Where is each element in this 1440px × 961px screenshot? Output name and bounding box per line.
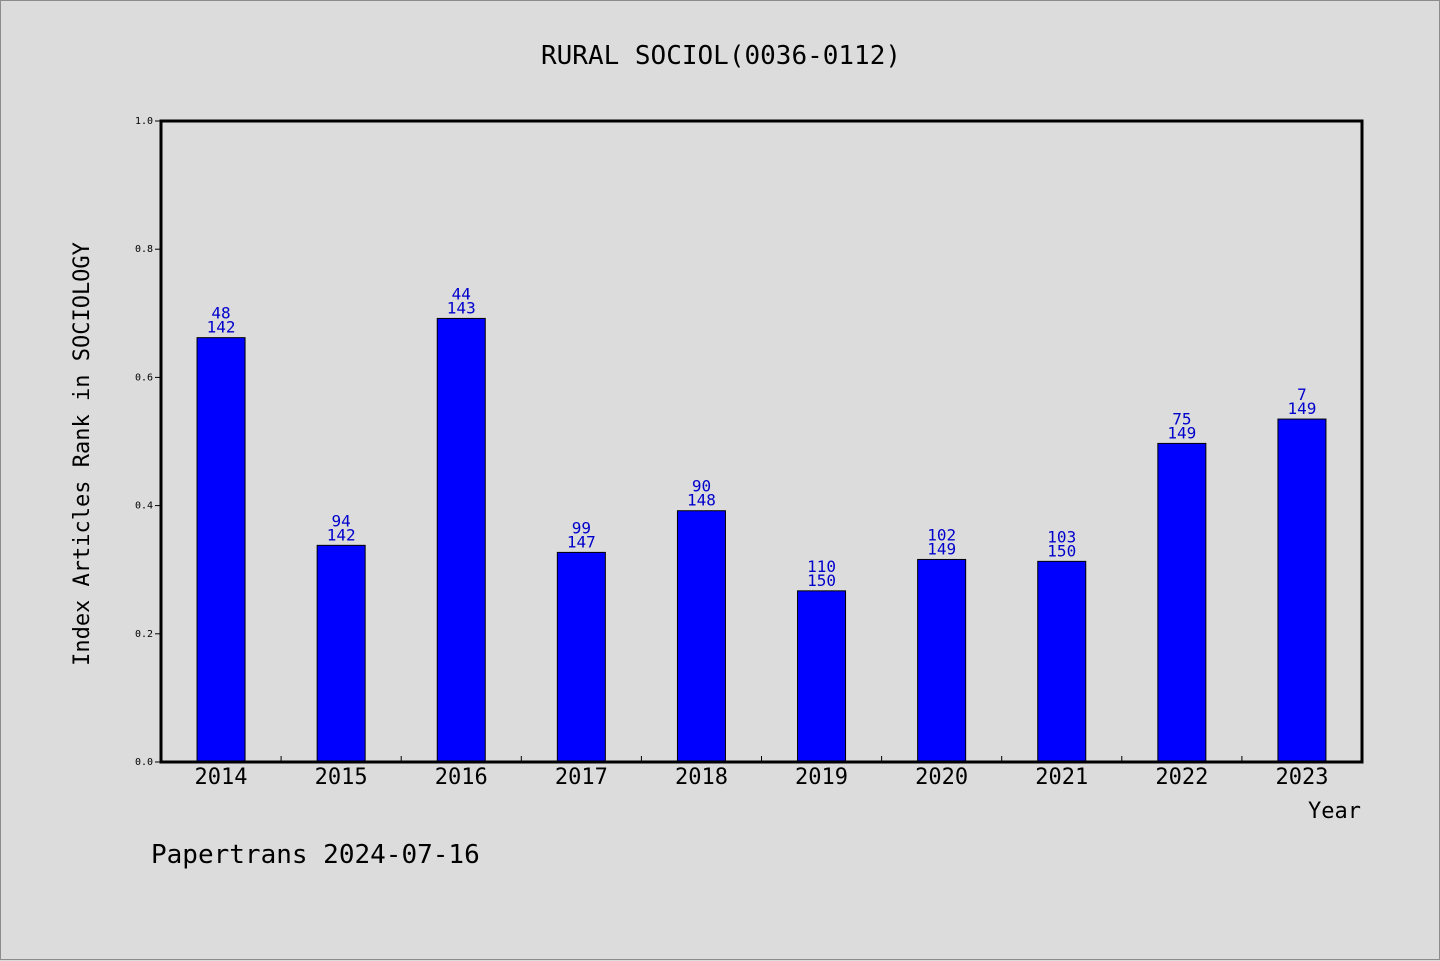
bar-rank-label: 44 [452, 284, 471, 303]
bar-labels: 4814294142441439914790148110150102149103… [207, 284, 1317, 589]
x-tick-label: 2014 [195, 765, 248, 790]
x-tick-label: 2022 [1155, 765, 1208, 790]
y-tick-label: 0.0 [135, 757, 153, 768]
bar-total-label: 148 [687, 491, 716, 510]
plot-area-border [159, 119, 1364, 764]
x-tick-label: 2020 [915, 765, 968, 790]
x-tick-label: 2019 [795, 765, 848, 790]
x-tick-label: 2017 [555, 765, 608, 790]
bar-rank-label: 90 [692, 477, 711, 496]
bar-total-label: 142 [327, 525, 356, 544]
x-axis-ticks: 2014 2015 2016 2017 2018 2019 2020 2021 2022 2023 [195, 756, 1328, 790]
bars [196, 317, 1327, 763]
bar-total-label: 150 [807, 571, 836, 590]
bar-2021 [1037, 560, 1087, 763]
bar-total-label: 149 [1287, 399, 1316, 418]
bar-rank-label: 48 [211, 304, 230, 323]
chart-title: RURAL SOCIOL(0036-0112) [541, 41, 901, 71]
bar-2017 [556, 551, 606, 763]
bar-2014 [196, 337, 246, 763]
footer-watermark: Papertrans 2024-07-16 [151, 840, 480, 870]
bar-rank-label: 94 [332, 511, 351, 530]
bar-total-label: 149 [927, 539, 956, 558]
bar-rank-label: 110 [807, 557, 836, 576]
bar-2015 [316, 544, 366, 763]
bar-rank-label: 102 [927, 525, 956, 544]
bar-rank-label: 75 [1172, 409, 1191, 428]
bar-2020 [917, 558, 967, 763]
x-tick-label: 2018 [675, 765, 728, 790]
bar-2022 [1157, 442, 1207, 763]
bar-2016 [436, 317, 486, 763]
bar-2018 [676, 510, 726, 763]
bar-total-label: 147 [567, 532, 596, 551]
x-tick-label: 2015 [315, 765, 368, 790]
y-tick-label: 0.4 [135, 501, 153, 512]
y-tick-label: 1.0 [135, 116, 153, 127]
bar-total-label: 142 [207, 318, 236, 337]
bar-total-label: 143 [447, 298, 476, 317]
bar-rank-label: 7 [1297, 385, 1307, 404]
x-tick-label: 2021 [1035, 765, 1088, 790]
y-axis-ticks: 0.0 0.2 0.4 0.6 0.8 1.0 [135, 116, 161, 768]
y-tick-label: 0.2 [135, 629, 153, 640]
bar-rank-label: 103 [1047, 527, 1076, 546]
bar-2019 [797, 590, 847, 763]
x-tick-label: 2016 [435, 765, 488, 790]
y-tick-label: 0.6 [135, 372, 153, 383]
bar-total-label: 150 [1047, 541, 1076, 560]
bar-total-label: 149 [1167, 423, 1196, 442]
x-tick-label: 2023 [1275, 765, 1328, 790]
x-axis-label: Year [1308, 799, 1361, 824]
bar-2023 [1277, 418, 1327, 763]
bar-rank-label: 99 [572, 518, 591, 537]
y-axis-label: Index Articles Rank in SOCIOLOGY [70, 242, 95, 666]
y-tick-label: 0.8 [135, 244, 153, 255]
